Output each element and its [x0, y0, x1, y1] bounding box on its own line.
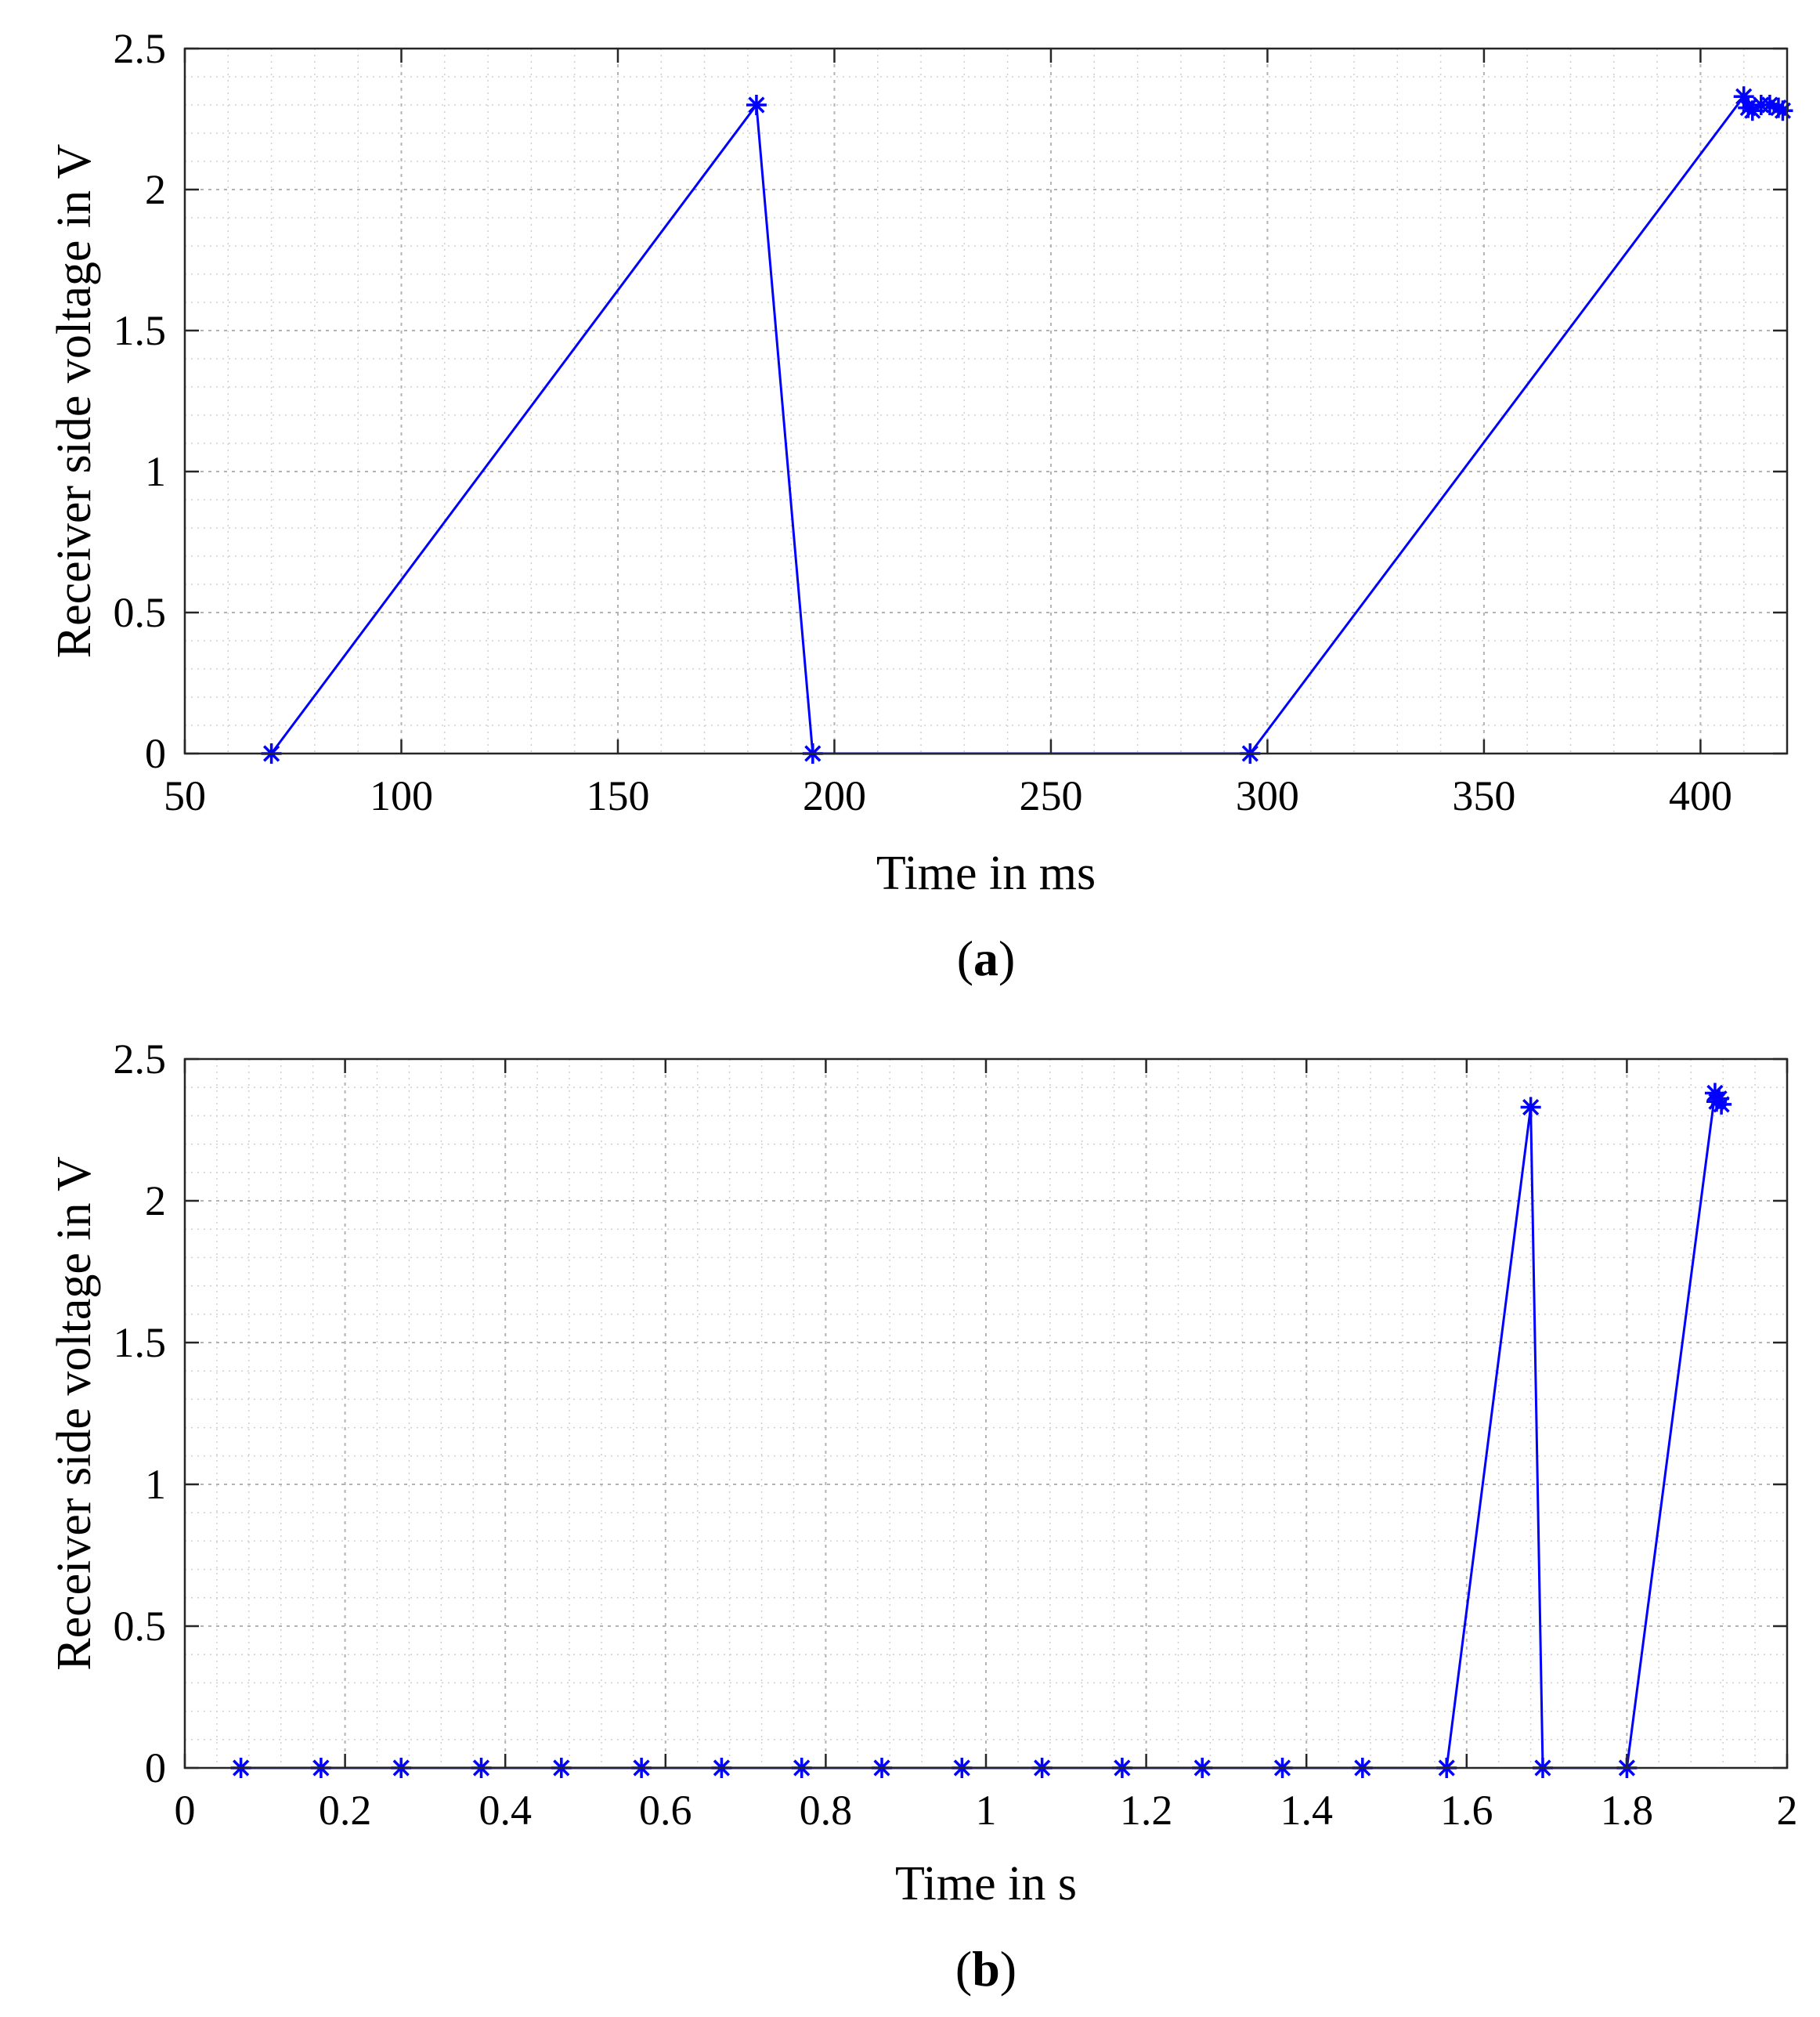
x-tick-label: 50	[164, 772, 206, 819]
grid-a	[184, 48, 1787, 754]
x-axis-label-b: Time in s	[895, 1857, 1077, 1910]
y-tick-labels-a: 0 0.5 1 1.5 2 2.5	[114, 25, 167, 777]
data-point-marker	[1733, 86, 1754, 107]
y-tick-label: 1	[145, 1461, 166, 1508]
y-tick-label: 2	[145, 166, 166, 213]
series-line-b	[240, 1093, 1723, 1769]
panel-b: 0 0.2 0.4 0.6 0.8 1 1.2 1.4 1.6 1.8 2 0 0.5 1 1.5 2 2.5…	[48, 1036, 1798, 1997]
x-tick-label: 0.6	[639, 1787, 692, 1834]
x-tick-labels-b: 0 0.2 0.4 0.6 0.8 1 1.2 1.4 1.6 1.8 2	[175, 1787, 1798, 1834]
x-tick-label: 300	[1236, 772, 1299, 819]
x-tick-label: 0.8	[800, 1787, 853, 1834]
x-tick-label: 0.2	[319, 1787, 372, 1834]
y-tick-label: 1.5	[114, 307, 167, 354]
data-point-marker	[1520, 1097, 1541, 1118]
x-tick-label: 1.6	[1440, 1787, 1493, 1834]
plot-area-a	[261, 86, 1793, 764]
y-tick-labels-b: 0 0.5 1 1.5 2 2.5	[114, 1036, 167, 1791]
x-tick-label: 350	[1452, 772, 1515, 819]
x-tick-label: 2	[1777, 1787, 1798, 1834]
data-point-marker	[746, 95, 767, 115]
x-tick-label: 200	[803, 772, 866, 819]
x-tick-labels-a: 50 100 150 200 250 300 350 400	[164, 772, 1732, 819]
x-tick-label: 0	[175, 1787, 196, 1834]
y-axis-label-a: Receiver side voltage in V	[48, 144, 101, 659]
y-axis-label-b: Receiver side voltage in V	[48, 1156, 101, 1671]
panel-letter-a: a	[973, 931, 998, 986]
panel-label-a: (a)	[957, 931, 1016, 986]
ticks-a	[183, 47, 1787, 755]
x-tick-label: 1.4	[1280, 1787, 1333, 1834]
x-tick-label: 250	[1019, 772, 1082, 819]
panel-letter-b: b	[972, 1941, 1000, 1997]
x-axis-label-a: Time in ms	[876, 847, 1096, 900]
x-tick-label: 1.2	[1120, 1787, 1173, 1834]
x-tick-label: 100	[370, 772, 433, 819]
data-point-marker	[1711, 1093, 1732, 1115]
x-tick-label: 1	[976, 1787, 997, 1834]
y-tick-label: 2.5	[114, 1036, 167, 1083]
y-tick-label: 1	[145, 448, 166, 495]
data-point-marker	[1772, 100, 1793, 121]
grid-b	[184, 1058, 1788, 1769]
x-tick-label: 0.4	[478, 1787, 532, 1834]
plot-area-b	[230, 1083, 1732, 1778]
ticks-b	[183, 1057, 1789, 1769]
y-tick-label: 1.5	[114, 1319, 167, 1366]
y-tick-label: 2	[145, 1177, 166, 1224]
series-line-a	[270, 94, 1784, 755]
axes-frame-a	[183, 47, 1789, 755]
x-tick-label: 150	[586, 772, 649, 819]
y-tick-label: 0.5	[114, 589, 167, 636]
data-point-marker	[1742, 100, 1763, 121]
y-tick-label: 2.5	[114, 25, 167, 72]
panel-a: 50 100 150 200 250 300 350 400 0 0.5 1 1.5 2 2.5 Tim…	[48, 25, 1793, 986]
y-tick-label: 0	[145, 730, 166, 777]
panel-label-b: (b)	[955, 1941, 1017, 1997]
y-tick-label: 0	[145, 1744, 166, 1791]
x-tick-label: 1.8	[1601, 1787, 1654, 1834]
x-tick-label: 400	[1669, 772, 1732, 819]
data-point-marker	[1709, 1088, 1730, 1109]
y-tick-label: 0.5	[114, 1603, 167, 1650]
data-point-marker	[1759, 95, 1780, 115]
